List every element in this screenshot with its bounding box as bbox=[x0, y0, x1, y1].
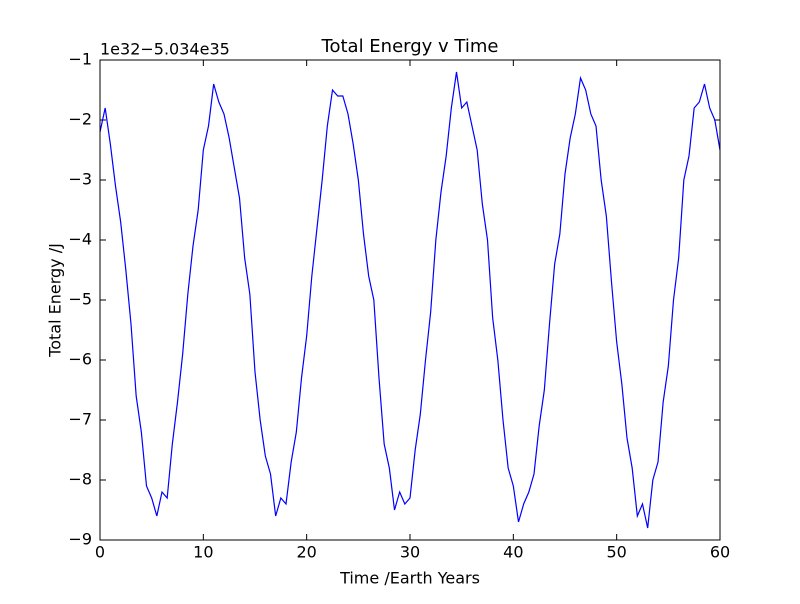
x-tick-label: 0 bbox=[95, 543, 105, 562]
x-tick-label: 30 bbox=[400, 543, 420, 562]
y-axis-label: Total Energy /J bbox=[46, 243, 65, 358]
x-tick-label: 40 bbox=[503, 543, 523, 562]
y-tick-label: −4 bbox=[68, 230, 92, 249]
y-tick-label: −9 bbox=[68, 530, 92, 549]
x-axis-label: Time /Earth Years bbox=[339, 569, 480, 588]
x-tick-label: 60 bbox=[710, 543, 730, 562]
y-tick-label: −3 bbox=[68, 170, 92, 189]
offset-text: 1e32−5.034e35 bbox=[100, 40, 230, 59]
chart-title: Total Energy v Time bbox=[321, 36, 499, 57]
y-tick-label: −8 bbox=[68, 470, 92, 489]
data-line bbox=[99, 71, 721, 529]
y-tick-label: −7 bbox=[68, 410, 92, 429]
x-tick-label: 50 bbox=[606, 543, 626, 562]
plot-frame bbox=[99, 59, 721, 541]
y-tick-label: −5 bbox=[68, 290, 92, 309]
y-tick-label: −1 bbox=[68, 50, 92, 69]
x-tick-label: 10 bbox=[193, 543, 213, 562]
y-tick-label: −2 bbox=[68, 110, 92, 129]
y-tick-label: −6 bbox=[68, 350, 92, 369]
x-tick-label: 20 bbox=[296, 543, 316, 562]
